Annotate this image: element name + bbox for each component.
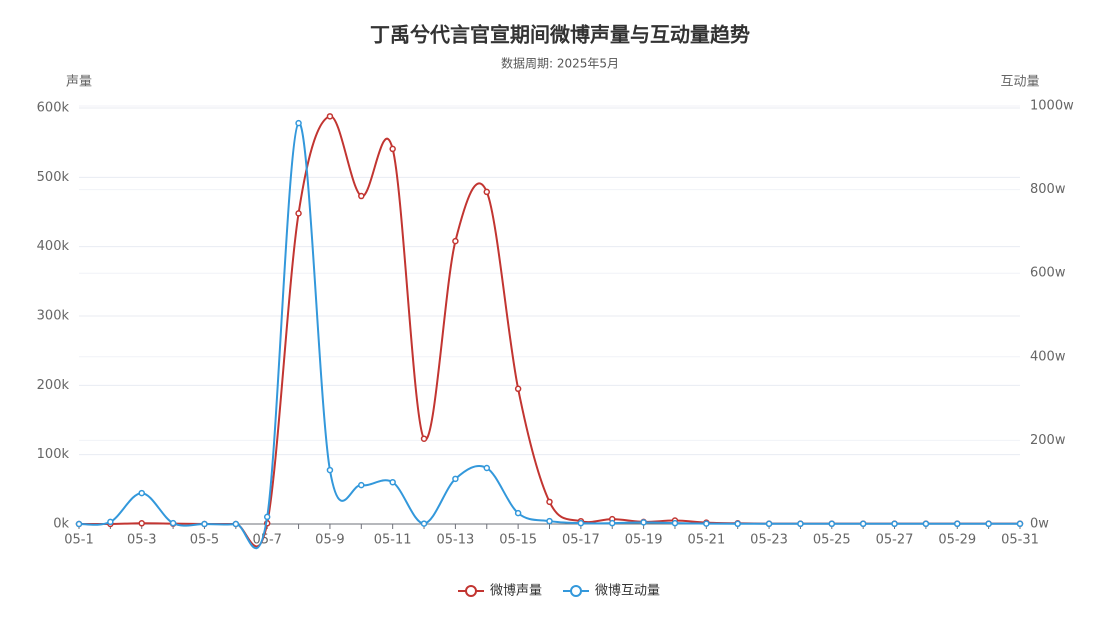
point [358,192,365,200]
x-tick-label: 05-25 [813,533,851,548]
point [608,519,616,527]
point [577,519,585,527]
x-tick-label: 05-3 [127,533,157,548]
y-tick-label: 0k [53,517,69,532]
point [75,520,83,528]
point [954,520,961,528]
point [107,518,114,526]
point [420,520,428,527]
y-tick-label: 300k [37,309,70,324]
point [452,237,459,245]
point [514,385,522,393]
point [922,520,930,528]
y2-tick-label: 800w [1030,182,1066,197]
legend-label: 微博互动量 [595,584,660,599]
point [138,489,145,497]
point [514,509,522,517]
point [483,188,491,196]
y2-tick-label: 400w [1030,349,1066,364]
x-tick-label: 05-29 [938,533,976,548]
point [985,520,992,528]
y-tick-label: 200k [37,378,70,393]
y-axis-title: 声量 [66,75,92,90]
x-tick-label: 05-27 [876,533,914,548]
point [859,520,867,528]
x-tick-label: 05-15 [499,533,537,548]
y-tick-label: 100k [37,447,70,462]
point [201,520,208,528]
y2-tick-label: 0w [1030,517,1049,532]
point [420,435,428,442]
point [138,520,145,527]
point [452,475,459,483]
point [326,466,334,474]
series-line [78,115,1020,548]
x-tick-label: 05-21 [687,533,725,548]
series-line [78,122,1020,550]
point [640,519,647,526]
point [765,520,773,528]
point [734,520,741,528]
legend-icon [570,585,582,597]
point [263,513,271,521]
point [483,464,491,472]
point [232,520,240,528]
y2-tick-label: 200w [1030,433,1066,448]
point [169,519,177,527]
x-tick-label: 05-13 [437,533,475,548]
point [358,481,365,489]
point [295,210,302,217]
x-tick-label: 05-1 [64,533,94,548]
point [1016,520,1024,528]
x-tick-label: 05-31 [1001,533,1039,548]
y-tick-label: 400k [37,239,70,254]
x-tick-label: 05-17 [562,533,600,548]
point [703,520,710,527]
point [295,119,302,127]
y2-axis-title: 互动量 [1000,75,1039,90]
x-tick-label: 05-7 [252,533,282,548]
y2-tick-label: 1000w [1030,99,1074,114]
x-tick-label: 05-11 [374,533,412,548]
chart-title: 丁禹兮代言官宣期间微博声量与互动量趋势 [370,23,750,47]
chart-subtitle: 数据周期: 2025年5月 [501,56,619,71]
x-tick-label: 05-19 [625,533,663,548]
y-tick-label: 500k [37,170,70,185]
x-tick-label: 05-5 [190,533,220,548]
point [546,517,553,525]
x-tick-label: 05-9 [315,533,345,548]
y-tick-label: 600k [37,101,70,116]
legend-label: 微博声量 [490,584,542,599]
x-tick-label: 05-23 [750,533,788,548]
legend-icon [465,585,477,597]
point [326,113,334,120]
point [546,498,553,506]
point [797,520,804,528]
point [389,478,396,486]
point [671,519,679,527]
y2-tick-label: 600w [1030,266,1066,281]
point [891,520,898,528]
point [828,520,836,528]
point [389,145,396,153]
